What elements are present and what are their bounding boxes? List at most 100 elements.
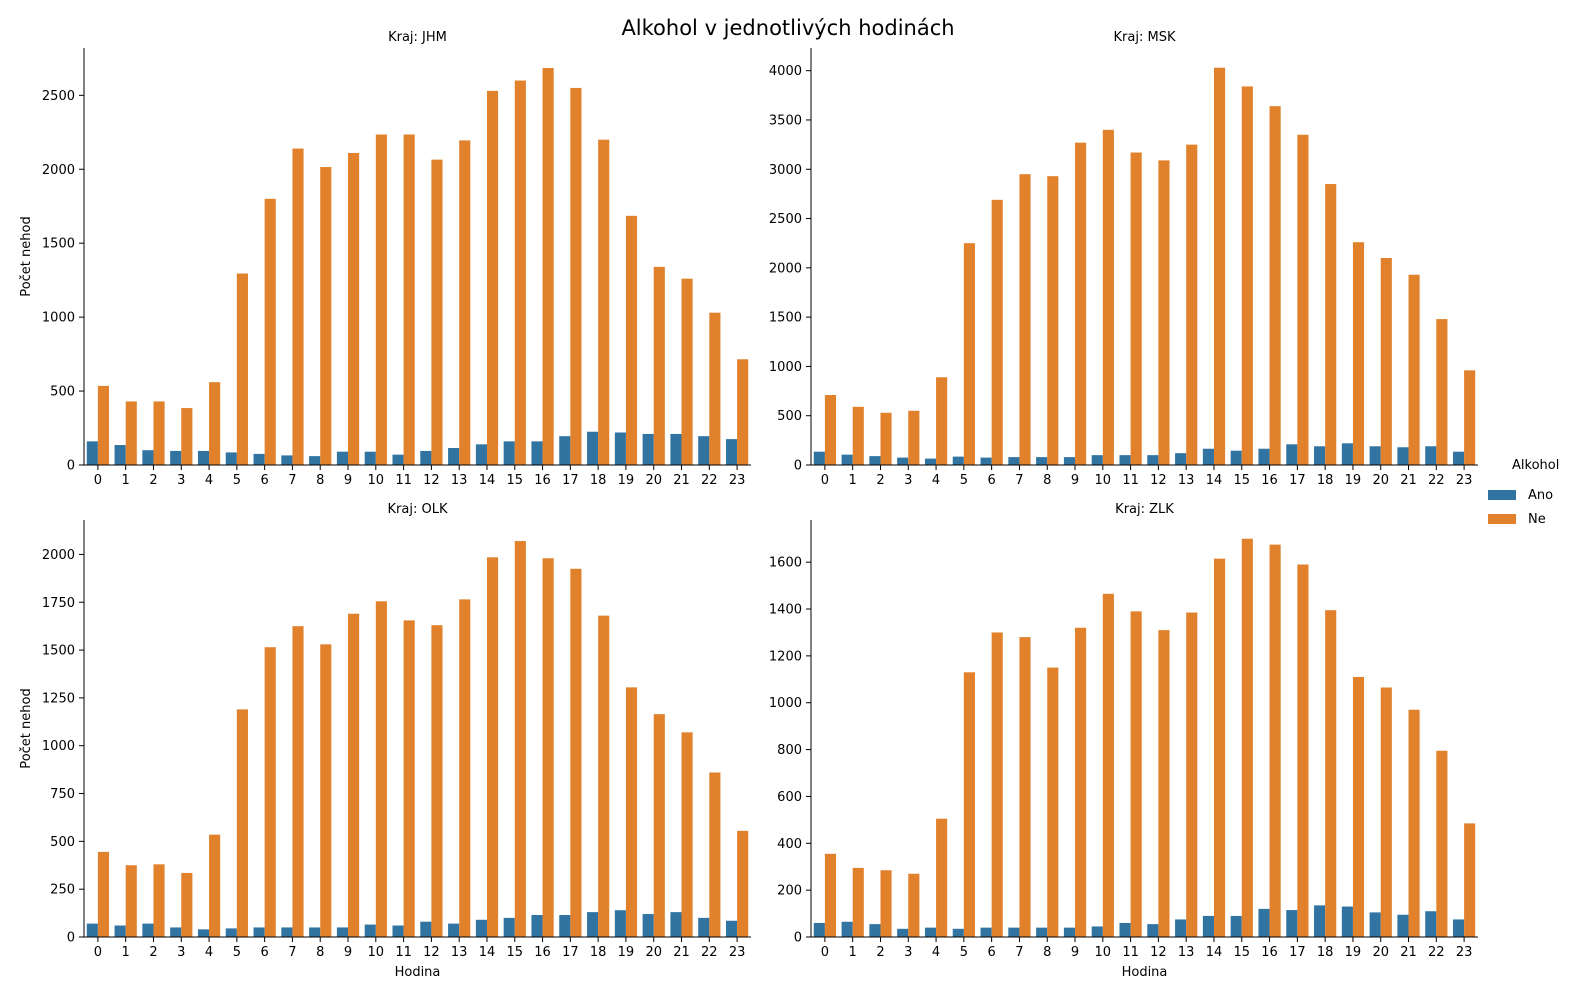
panel-4-x-tick-label-7: 7 — [1015, 945, 1023, 960]
panel-3-bar-ne-20 — [653, 714, 665, 937]
panel-2-x-tick-label-22: 22 — [1428, 473, 1445, 488]
panel-2-bar-ne-8 — [1047, 176, 1059, 465]
panel-1-bar-ne-17 — [570, 87, 582, 466]
panel-3-bar-ano-19 — [614, 910, 626, 937]
panel-1-x-tick-label-5: 5 — [233, 473, 241, 488]
panel-3-bar-ne-10 — [375, 601, 387, 937]
panel-3-bar-ano-9 — [336, 927, 349, 937]
panel-2-bar-ne-15 — [1241, 86, 1253, 465]
panel-1-bar-ano-1 — [114, 445, 126, 465]
panel-1-bar-ano-5 — [225, 452, 237, 465]
panel-4-title: Kraj: ZLK — [1115, 502, 1174, 517]
panel-1-bar-ano-15 — [503, 441, 515, 465]
panel-3-x-tick-label-11: 11 — [395, 945, 412, 960]
panel-1-bar-ne-18 — [598, 139, 610, 465]
panel-3-y-tick-label-1500: 1500 — [42, 644, 75, 659]
panel-2-y-tick-label-4000: 4000 — [769, 64, 802, 79]
panel-2-bar-ano-22 — [1425, 446, 1437, 465]
panel-1-x-tick-label-18: 18 — [590, 473, 607, 488]
panel-2-y-tick-label-2000: 2000 — [769, 261, 802, 276]
panel-3-bar-ne-8 — [320, 644, 332, 937]
panel-1-bar-ano-3 — [170, 450, 182, 465]
panel-2-x-tick-label-13: 13 — [1178, 473, 1195, 488]
panel-4-bar-ne-11 — [1130, 611, 1142, 937]
panel-3-bar-ne-17 — [570, 568, 582, 937]
panel-4-bar-ne-16 — [1269, 544, 1281, 937]
panel-2-bar-ano-19 — [1341, 443, 1353, 465]
panel-2-title: Kraj: MSK — [1114, 30, 1176, 45]
panel-2-y-tick-label-1500: 1500 — [769, 311, 802, 326]
panel-2-x-tick-label-0: 0 — [821, 473, 829, 488]
panel-2-x-tick-label-23: 23 — [1456, 473, 1473, 488]
panel-4-bar-ne-12 — [1158, 630, 1170, 937]
panel-4-bar-ne-2 — [880, 870, 892, 937]
panel-1-bar-ne-20 — [653, 266, 665, 465]
panel-3-x-tick-label-6: 6 — [261, 945, 269, 960]
panel-2-bar-ne-6 — [991, 199, 1003, 465]
panel-2-x-tick-label-19: 19 — [1345, 473, 1362, 488]
legend-item-ne: Ne — [1488, 507, 1559, 531]
panel-4-bar-ne-1 — [852, 867, 864, 937]
panel-4-x-tick-label-17: 17 — [1289, 945, 1306, 960]
panel-1-bar-ano-21 — [670, 433, 682, 465]
panel-3-bar-ne-3 — [181, 872, 193, 937]
panel-4-x-tick-label-11: 11 — [1122, 945, 1139, 960]
panel-1-x-tick-label-7: 7 — [288, 473, 296, 488]
panel-4-bar-ano-19 — [1341, 906, 1353, 937]
panel-3-x-axis-label: Hodina — [395, 965, 441, 980]
panel-4-x-tick-label-18: 18 — [1317, 945, 1334, 960]
panel-3-bar-ne-21 — [681, 732, 693, 937]
panel-4-bar-ne-15 — [1241, 538, 1253, 937]
panel-2-x-tick-label-20: 20 — [1372, 473, 1389, 488]
panel-4-x-tick-label-6: 6 — [988, 945, 996, 960]
panel-2-bar-ne-19 — [1352, 242, 1365, 465]
panel-2-x-tick-label-7: 7 — [1015, 473, 1023, 488]
panel-2-y-tick-label-2500: 2500 — [769, 212, 802, 227]
panel-1-bar-ne-8 — [320, 167, 332, 466]
panel-4-bar-ne-14 — [1213, 558, 1226, 937]
panel-1-bar-ne-12 — [431, 159, 443, 465]
panel-1-bar-ne-19 — [625, 215, 638, 465]
panel-2-bar-ne-13 — [1186, 144, 1198, 466]
panel-2-bar-ne-2 — [880, 412, 892, 465]
panel-4-bar-ne-10 — [1102, 593, 1114, 937]
panel-2-bar-ne-14 — [1213, 67, 1226, 465]
panel-1-y-tick-label-2000: 2000 — [42, 163, 75, 178]
panel-1-bar-ne-7 — [292, 148, 304, 466]
panel-1-y-tick-label-500: 500 — [50, 385, 75, 400]
panel-2-bar-ne-12 — [1158, 160, 1170, 465]
panel-1-bar-ano-6 — [253, 453, 265, 465]
panel-4-x-tick-label-22: 22 — [1428, 945, 1445, 960]
panel-4-x-tick-label-14: 14 — [1206, 945, 1223, 960]
panel-1-bar-ano-14 — [475, 444, 487, 465]
legend: Alkohol Ano Ne — [1488, 458, 1559, 531]
panel-4-bar-ano-17 — [1286, 910, 1298, 937]
panel-4-y-tick-label-1600: 1600 — [769, 556, 802, 571]
panel-4-bar-ano-11 — [1119, 922, 1131, 937]
panel-1-x-tick-label-0: 0 — [94, 473, 102, 488]
panel-1-x-tick-label-22: 22 — [701, 473, 718, 488]
panel-1-bar-ne-0 — [97, 385, 110, 465]
panel-4-bar-ne-4 — [936, 818, 948, 937]
panel-4-y-tick-label-600: 600 — [777, 790, 802, 805]
panel-3-bar-ne-15 — [514, 541, 526, 937]
panel-2-bar-ne-18 — [1325, 184, 1337, 466]
panel-3-x-tick-label-20: 20 — [645, 945, 662, 960]
panel-1-bar-ne-4 — [209, 382, 221, 465]
panel-1-x-tick-label-11: 11 — [395, 473, 412, 488]
panel-1-x-tick-label-16: 16 — [534, 473, 551, 488]
panel-1-bar-ne-1 — [125, 401, 137, 465]
panel-1-bar-ano-18 — [587, 431, 599, 465]
legend-label-ano: Ano — [1528, 487, 1554, 503]
panel-3-bar-ne-7 — [292, 626, 304, 937]
panel-3-x-tick-label-17: 17 — [562, 945, 579, 960]
panel-2-x-tick-label-4: 4 — [932, 473, 940, 488]
panel-2-bar-ne-11 — [1130, 152, 1142, 465]
panel-3-bar-ne-4 — [209, 834, 221, 937]
panel-1-x-tick-label-21: 21 — [673, 473, 690, 488]
panel-2-bar-ano-20 — [1369, 446, 1381, 465]
panel-1-bar-ano-17 — [559, 436, 571, 465]
panel-3-x-tick-label-22: 22 — [701, 945, 718, 960]
panel-3-bar-ano-0 — [86, 923, 98, 937]
panel-3-bar-ano-3 — [170, 927, 182, 937]
